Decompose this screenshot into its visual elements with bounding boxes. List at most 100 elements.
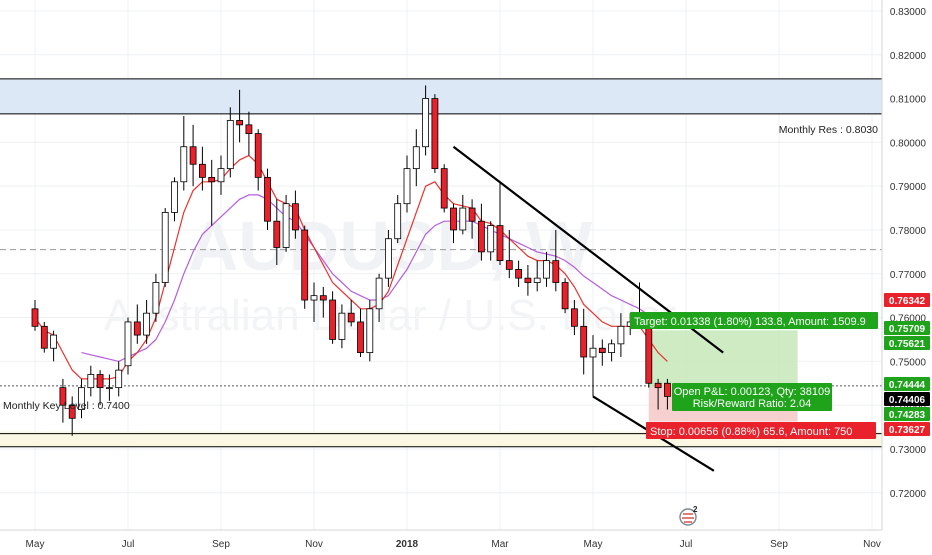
price-tag: [884, 293, 930, 307]
candle-body: [208, 176, 216, 183]
candle-body: [477, 220, 485, 253]
price-tag-text: 0.75709: [889, 324, 926, 335]
candle-body: [133, 321, 141, 336]
price-tag: [884, 392, 930, 406]
watermark-subtitle: Australian Dollar / U.S. Dollar: [104, 291, 676, 340]
candle-body: [115, 369, 123, 389]
candle-body: [50, 334, 57, 349]
candle-body: [384, 238, 392, 279]
candle-body: [617, 325, 625, 345]
candle-body: [375, 277, 383, 310]
candle-body: [664, 382, 671, 397]
candle-body: [40, 325, 48, 349]
ema-fast-line: [34, 154, 668, 380]
x-tick-label: Nov: [863, 539, 881, 550]
candle-body: [496, 225, 504, 262]
logo-badge-icon: [679, 508, 697, 526]
rr-label-text: Risk/Reward Ratio: 2.04: [693, 398, 812, 410]
ema-slow-line: [81, 194, 668, 363]
y-tick-label: 0.80000: [890, 138, 927, 149]
candle-body: [161, 212, 169, 283]
candle-body: [357, 321, 364, 354]
x-tick-label: May: [26, 539, 45, 550]
candle-body: [96, 374, 104, 389]
candle-body: [403, 168, 411, 205]
candle-body: [459, 207, 467, 231]
candle-body: [561, 282, 569, 310]
y-tick-label: 0.82000: [890, 51, 927, 62]
y-tick-label: 0.74000: [890, 401, 927, 412]
y-tick-label: 0.78000: [890, 226, 927, 237]
candle-body: [291, 203, 299, 231]
candle-body: [319, 295, 327, 301]
x-tick-label: May: [584, 539, 603, 550]
candle-body: [394, 203, 402, 240]
candle-body: [301, 229, 309, 301]
candle-body: [543, 260, 550, 279]
y-tick-label: 0.72000: [890, 489, 927, 500]
candle-body: [310, 295, 318, 301]
logo-stripes-icon: [682, 513, 694, 523]
candle-body: [524, 277, 532, 283]
price-tag-text: 0.73627: [889, 425, 926, 436]
candle-body: [589, 347, 597, 358]
candle-body: [217, 168, 225, 183]
candle-body: [254, 133, 262, 178]
price-tag-text: 0.76342: [889, 296, 926, 307]
price-tag-text: 0.74444: [889, 380, 926, 391]
candle-body: [198, 163, 206, 178]
candle-body: [412, 146, 420, 170]
x-tick-label: Jul: [122, 539, 135, 550]
candle-body: [450, 207, 457, 231]
candle-body: [645, 325, 653, 384]
candle-body: [533, 277, 541, 283]
monthly-key-zone-lower: [0, 431, 882, 434]
y-tick-label: 0.77000: [890, 270, 927, 281]
candle-body: [245, 124, 253, 134]
candle-body: [106, 387, 113, 390]
candle-body: [78, 387, 85, 410]
price-tag-text: 0.74283: [889, 410, 926, 421]
monthly-res-zone: [0, 78, 882, 114]
x-tick-label: Sep: [212, 539, 230, 550]
candle-body: [171, 181, 178, 213]
candle-body: [552, 260, 560, 283]
candle-body: [440, 168, 448, 209]
candle-body: [347, 312, 355, 323]
target-label-box: [630, 312, 878, 329]
price-tag: [884, 321, 930, 335]
pnl-label-box: [672, 383, 832, 411]
profit-zone: [648, 330, 798, 388]
stop-label-box: [646, 422, 876, 439]
candle-body: [68, 404, 76, 419]
price-tag: [884, 377, 930, 391]
price-tag: [884, 336, 930, 350]
candle-body: [338, 312, 346, 340]
candle-body: [487, 225, 495, 253]
price-tag: [884, 407, 930, 421]
x-tick-label: Mar: [491, 539, 509, 550]
y-tick-label: 0.75000: [890, 357, 927, 368]
monthly-res-label: Monthly Res : 0.8030: [779, 124, 878, 136]
logo-badge-count: 2: [693, 505, 698, 514]
x-tick-label: 2018: [396, 539, 419, 550]
candle-body: [598, 347, 606, 354]
price-tag-text: 0.74406: [889, 395, 926, 406]
x-tick-label: Nov: [305, 539, 323, 550]
price-tag-text: 0.75621: [889, 339, 926, 350]
candle-body: [571, 308, 578, 327]
y-tick-label: 0.79000: [890, 182, 927, 193]
pnl-label-text: Open P&L: 0.00123, Qty: 38109: [674, 386, 831, 398]
candle-body: [515, 268, 522, 279]
candle-body: [422, 98, 430, 148]
candle-body: [152, 282, 160, 314]
candle-body: [608, 343, 615, 354]
candle-body: [31, 308, 39, 327]
target-label-text: Target: 0.01338 (1.80%) 133.8, Amount: 1…: [634, 316, 866, 328]
candle-body: [329, 299, 337, 340]
y-tick-label: 0.81000: [890, 95, 927, 106]
price-tag: [884, 422, 930, 436]
monthly-key-label: Monthly Key Level : 0.7400: [3, 400, 130, 412]
candle-body: [87, 374, 95, 389]
